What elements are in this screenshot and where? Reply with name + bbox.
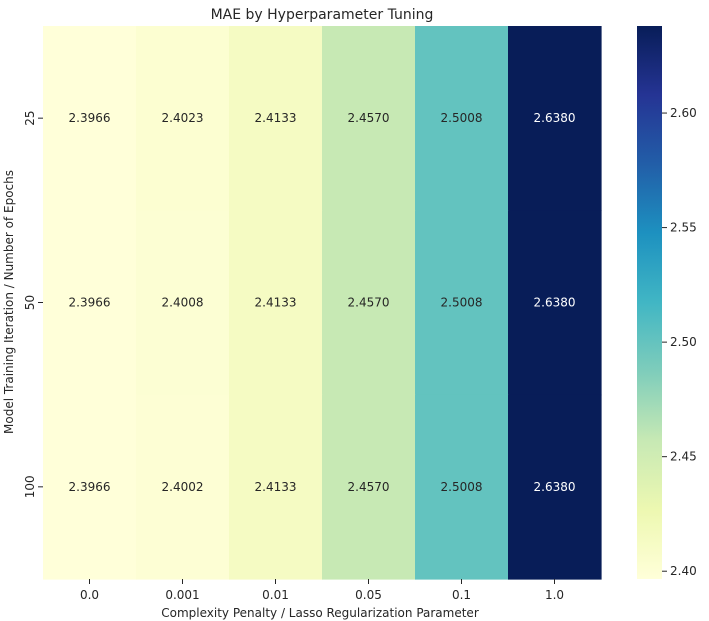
x-tick-label: 0.01 (262, 588, 289, 602)
heatmap-cell (229, 210, 323, 396)
heatmap-cell (322, 394, 416, 580)
heatmap-cell (415, 210, 509, 396)
cell-value-label: 2.3966 (69, 480, 111, 494)
cell-value-label: 2.4133 (255, 111, 297, 125)
heatmap-cell (322, 210, 416, 396)
colorbar-tick-label: 2.45 (670, 450, 697, 464)
heatmap-cell (229, 26, 323, 211)
x-tick-label: 1.0 (545, 588, 564, 602)
heatmap-cell (136, 26, 230, 211)
heatmap-cells (43, 26, 602, 580)
x-tick-label: 0.1 (452, 588, 471, 602)
x-axis-ticks: 0.0 0.001 0.01 0.05 0.1 1.0 (80, 579, 564, 602)
heatmap-cell (508, 210, 602, 396)
cell-value-label: 2.4008 (162, 296, 204, 310)
cell-value-label: 2.4133 (255, 296, 297, 310)
colorbar-tick-label: 2.55 (670, 221, 697, 235)
colorbar (637, 26, 662, 579)
cell-value-label: 2.5008 (441, 480, 483, 494)
y-tick-label: 50 (23, 295, 37, 310)
heatmap-cell (508, 394, 602, 580)
x-axis-label: Complexity Penalty / Lasso Regularizatio… (161, 606, 479, 620)
cell-value-label: 2.4133 (255, 480, 297, 494)
colorbar-ticks: 2.40 2.45 2.50 2.55 2.60 (662, 106, 697, 578)
y-tick-label: 100 (23, 475, 37, 498)
cell-value-label: 2.4023 (162, 111, 204, 125)
x-tick-label: 0.001 (165, 588, 199, 602)
colorbar-tick-label: 2.40 (670, 564, 697, 578)
heatmap-cell (43, 394, 137, 580)
cell-value-label: 2.3966 (69, 111, 111, 125)
heatmap-cell (322, 26, 416, 211)
heatmap-cell (229, 394, 323, 580)
y-tick-label: 25 (23, 111, 37, 126)
cell-value-label: 2.6380 (534, 296, 576, 310)
y-axis-label: Model Training Iteration / Number of Epo… (2, 170, 16, 434)
cell-value-label: 2.4570 (348, 296, 390, 310)
heatmap-cell (43, 210, 137, 396)
cell-value-label: 2.4570 (348, 111, 390, 125)
cell-value-label: 2.4570 (348, 480, 390, 494)
heatmap-cell (415, 394, 509, 580)
heatmap-cell (415, 26, 509, 211)
colorbar-tick-label: 2.60 (670, 106, 697, 120)
cell-value-label: 2.5008 (441, 296, 483, 310)
cell-value-label: 2.6380 (534, 111, 576, 125)
y-axis-ticks: 25 50 100 (23, 111, 43, 498)
chart-title: MAE by Hyperparameter Tuning (211, 7, 434, 23)
cell-value-label: 2.5008 (441, 111, 483, 125)
x-tick-label: 0.05 (355, 588, 382, 602)
heatmap-cell (136, 394, 230, 580)
heatmap-cell-labels: 2.3966 2.4023 2.4133 2.4570 2.5008 2.6380 2.39… (69, 111, 576, 494)
cell-value-label: 2.6380 (534, 480, 576, 494)
cell-value-label: 2.4002 (162, 480, 204, 494)
heatmap-cell (43, 26, 137, 211)
heatmap-cell (508, 26, 602, 211)
x-tick-label: 0.0 (80, 588, 99, 602)
colorbar-tick-label: 2.50 (670, 335, 697, 349)
heatmap-cell (136, 210, 230, 396)
cell-value-label: 2.3966 (69, 296, 111, 310)
